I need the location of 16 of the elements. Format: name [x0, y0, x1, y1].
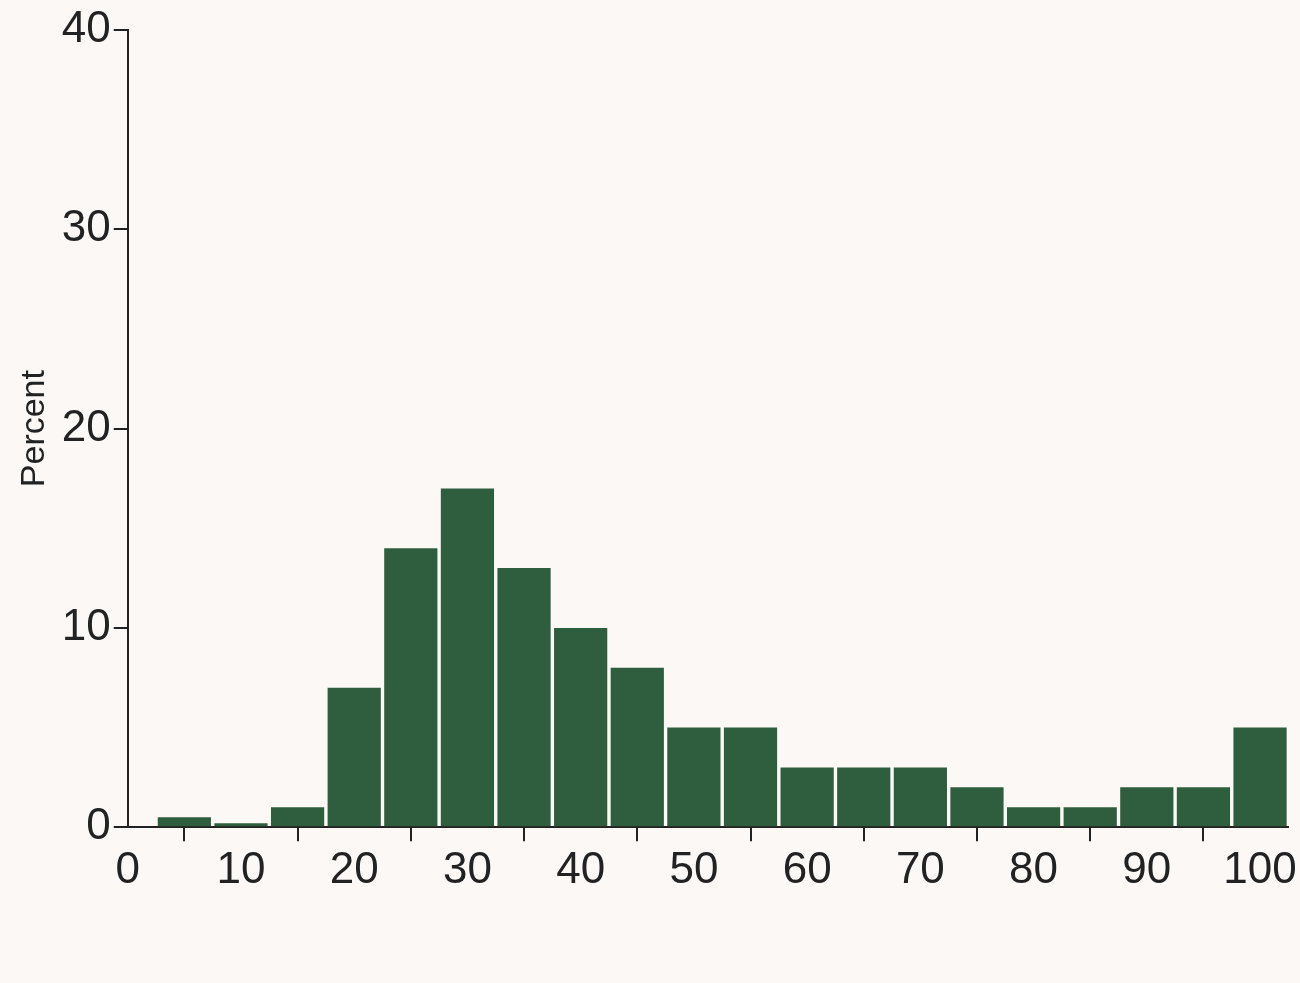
- x-tick-label: 80: [1009, 842, 1059, 892]
- x-tick-label: 50: [669, 842, 719, 892]
- x-tick-label: 100: [1223, 842, 1297, 892]
- x-tick-label: 20: [329, 842, 379, 892]
- x-tick-label: 60: [782, 842, 832, 892]
- x-tick-label: 90: [1122, 842, 1172, 892]
- y-tick-label: 10: [61, 600, 111, 650]
- y-axis-title: Percent: [12, 369, 51, 488]
- x-tick-label: 70: [895, 842, 945, 892]
- x-tick-label: 10: [216, 842, 266, 892]
- y-tick-label: 40: [61, 2, 111, 52]
- x-tick-label: 40: [556, 842, 606, 892]
- y-tick-label: 0: [86, 799, 111, 849]
- x-tick-label: 30: [442, 842, 492, 892]
- y-tick-label: 20: [61, 400, 111, 450]
- y-tick-label: 30: [61, 201, 111, 251]
